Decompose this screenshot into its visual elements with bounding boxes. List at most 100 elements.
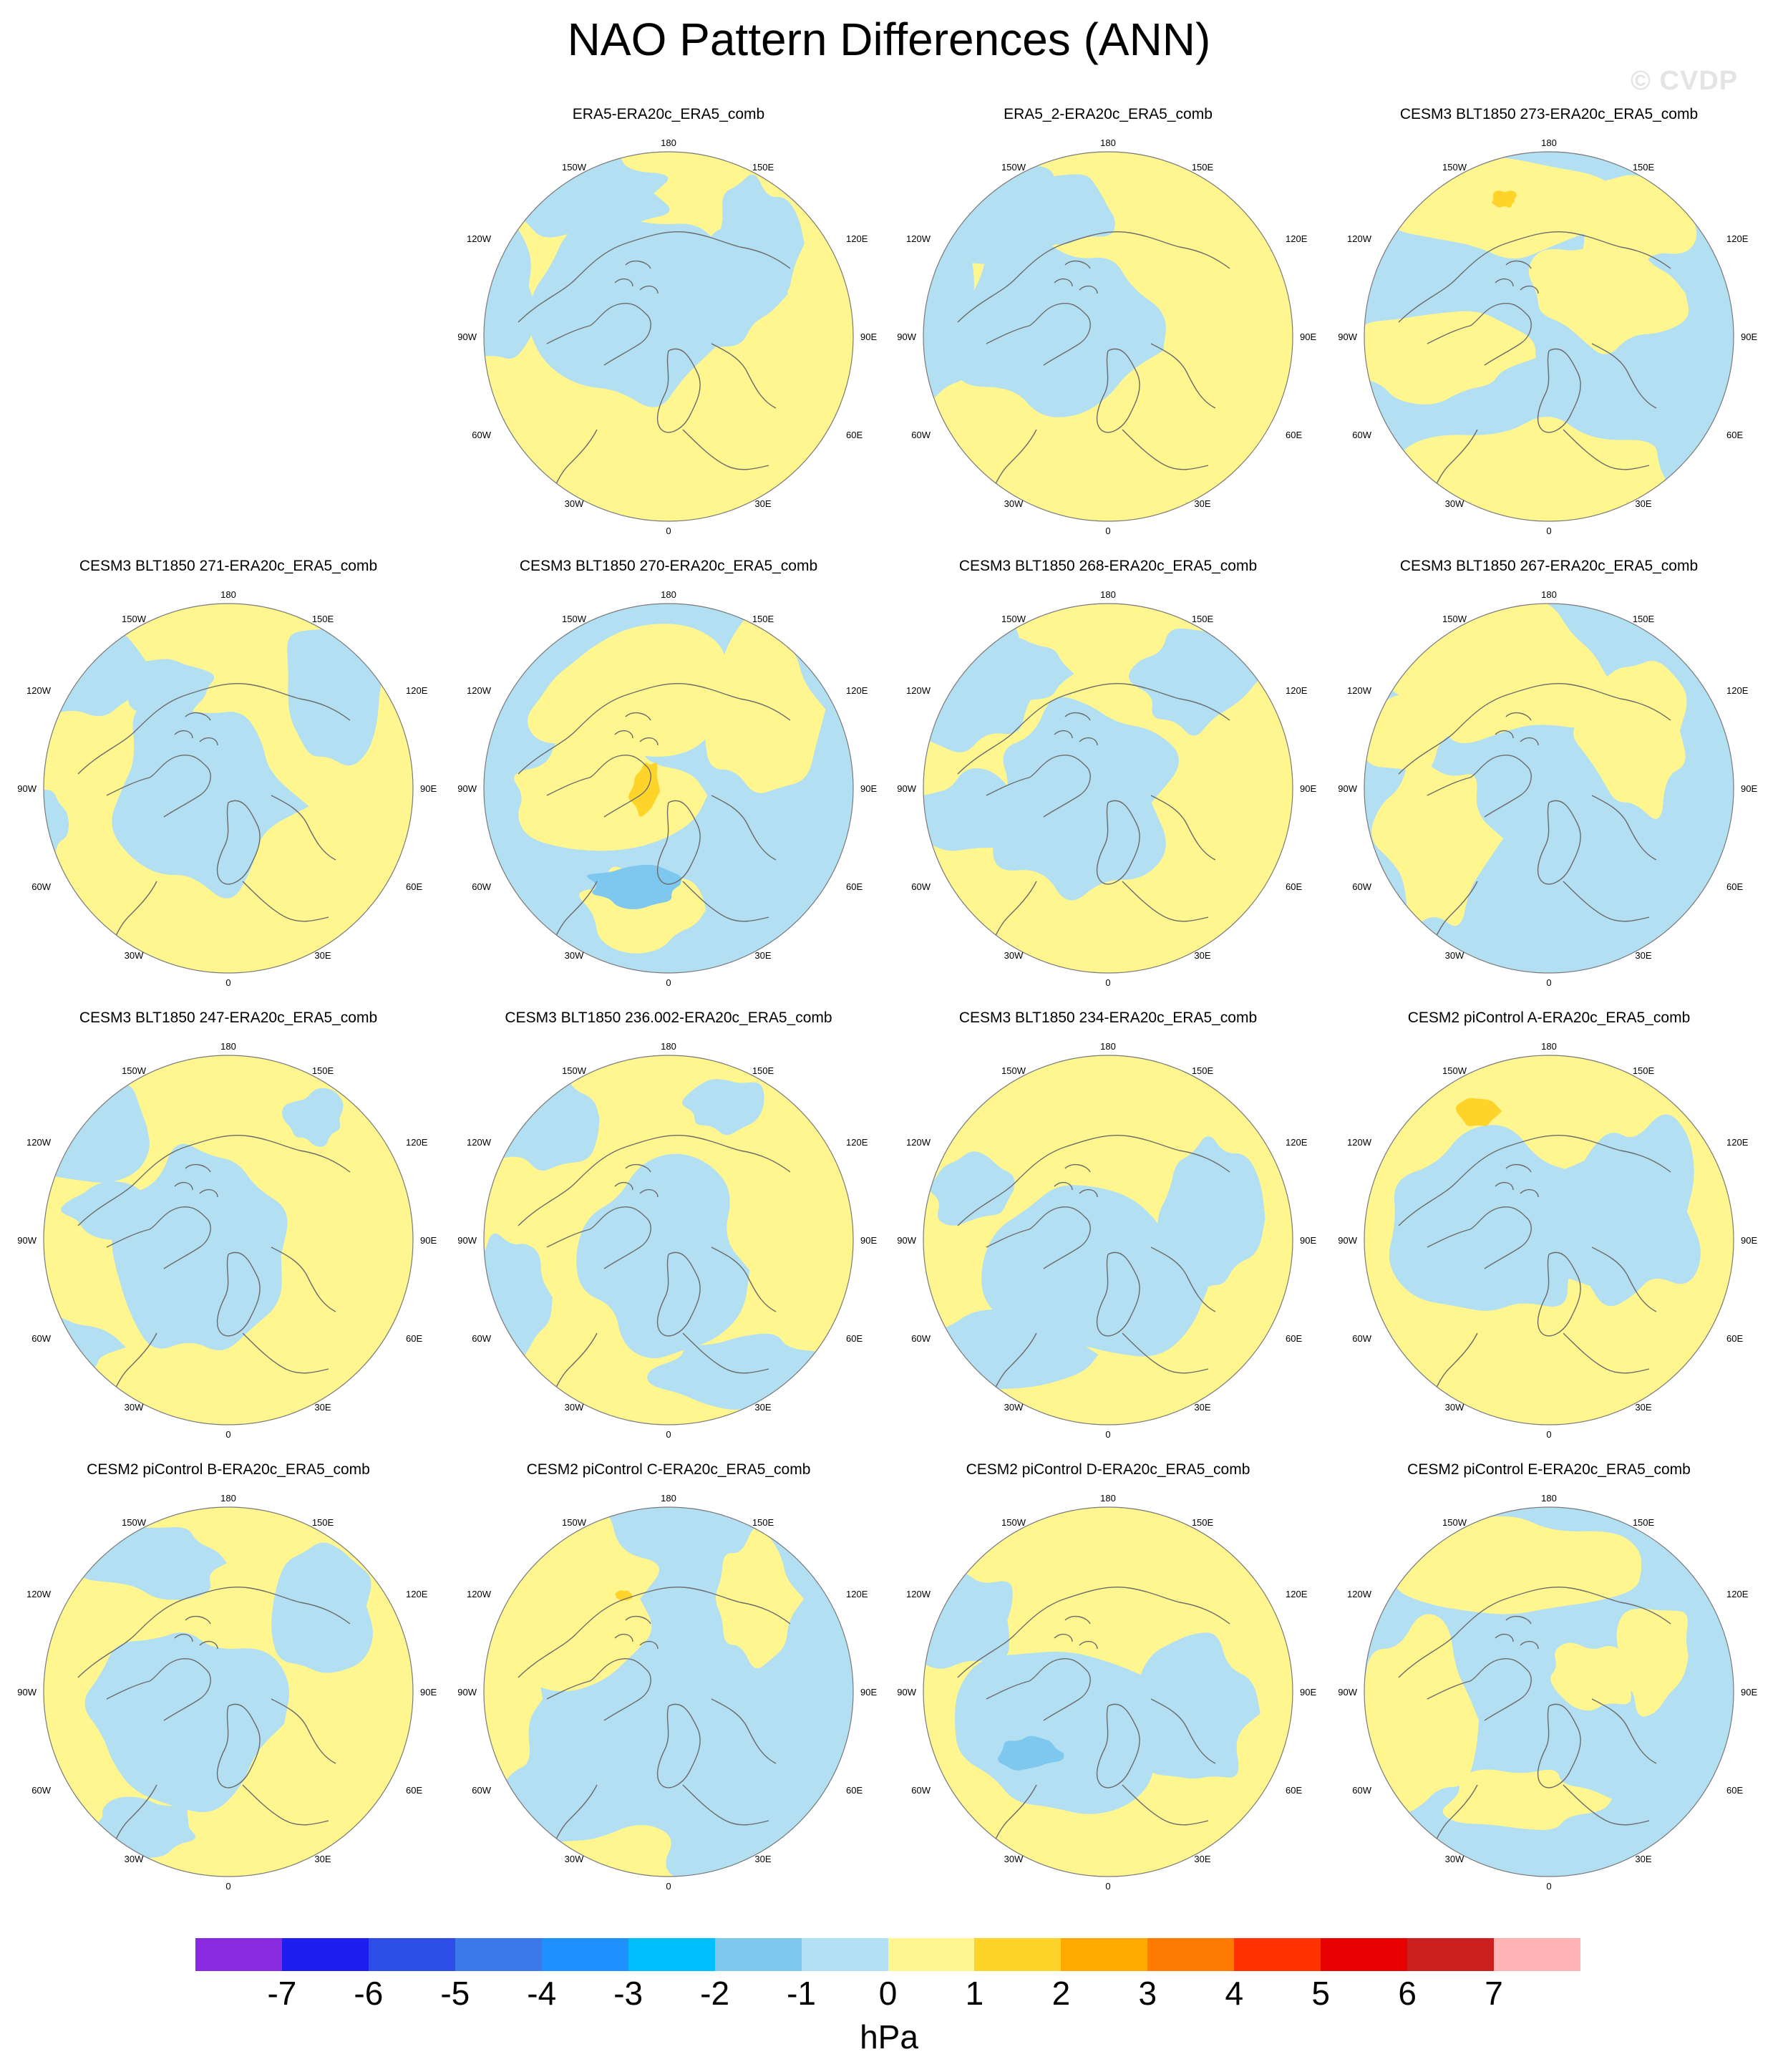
contour-region: [484, 1627, 543, 1788]
panel-title: CESM3 BLT1850 267-ERA20c_ERA5_comb: [1399, 558, 1699, 574]
polar-map: 180 0 150W 150E 120W 120E 90W 90E 60W 60E 30W 30E: [1338, 589, 1757, 988]
longitude-label: 120W: [1347, 685, 1372, 696]
polar-map: 180 0 150W 150E 120W 120E 90W 90E 60W 60E 30W 30E: [897, 589, 1316, 988]
longitude-label: 120E: [846, 1137, 868, 1148]
longitude-label: 150W: [122, 1065, 147, 1076]
longitude-label: 30E: [1194, 498, 1210, 509]
contour-region: [1573, 661, 1687, 819]
contour-field: [44, 604, 413, 973]
panel-title: ERA5-ERA20c_ERA5_comb: [572, 106, 765, 122]
contour-region: [628, 762, 661, 817]
longitude-label: 180: [661, 137, 676, 148]
longitude-label: 90W: [457, 331, 477, 342]
coastlines: [1398, 682, 1671, 950]
contour-field: [484, 1507, 853, 1877]
longitude-label: 180: [220, 1041, 236, 1052]
panel-title: CESM2 piControl D-ERA20c_ERA5_comb: [966, 1461, 1250, 1478]
contour-region: [1364, 1614, 1480, 1816]
longitude-label: 30W: [1004, 950, 1024, 961]
contour-region: [953, 236, 1166, 417]
longitude-label: 30E: [314, 1402, 331, 1413]
contour-region: [1157, 1136, 1266, 1300]
colorbar: [195, 1938, 1580, 1971]
polar-map: 180 0 150W 150E 120W 120E 90W 90E 60W 60E 30W 30E: [17, 1041, 437, 1440]
longitude-label: 120W: [467, 685, 492, 696]
contour-region: [1133, 1632, 1260, 1779]
longitude-label: 0: [1546, 977, 1551, 988]
longitude-label: 30W: [565, 950, 584, 961]
contour-region: [1378, 604, 1619, 744]
longitude-label: 150E: [1192, 162, 1214, 173]
panel-title: ERA5_2-ERA20c_ERA5_comb: [1004, 106, 1213, 122]
longitude-label: 60E: [1286, 881, 1302, 892]
contour-region: [954, 1651, 1178, 1814]
longitude-label: 150W: [1442, 1065, 1467, 1076]
longitude-label: 180: [220, 589, 236, 600]
longitude-label: 150E: [312, 1065, 334, 1076]
contour-region: [930, 1151, 1015, 1226]
longitude-label: 30E: [1635, 1854, 1651, 1864]
polar-map: 180 0 150W 150E 120W 120E 90W 90E 60W 60E 30W 30E: [1338, 1493, 1757, 1892]
longitude-label: 150E: [1633, 162, 1655, 173]
contour-field: [923, 1507, 1293, 1877]
colorbar-tick-label: 5: [1311, 1975, 1330, 2012]
colorbar-tick-label: -6: [354, 1975, 384, 2012]
longitude-label: 120E: [1286, 1589, 1308, 1599]
longitude-label: 90E: [860, 1687, 877, 1698]
longitude-label: 150W: [1001, 1065, 1026, 1076]
longitude-label: 0: [225, 1881, 230, 1892]
longitude-label: 0: [666, 1429, 671, 1440]
panel-title: CESM3 BLT1850 247-ERA20c_ERA5_comb: [79, 1010, 378, 1026]
longitude-label: 90W: [897, 1235, 916, 1246]
longitude-label: 60W: [911, 881, 931, 892]
contour-field: [484, 152, 853, 521]
colorbar-swatch: [801, 1938, 888, 1971]
contour-region: [112, 705, 309, 899]
contour-region: [1371, 757, 1504, 926]
map-border: [1364, 1055, 1734, 1425]
polar-map: 180 0 150W 150E 120W 120E 90W 90E 60W 60E 30W 30E: [897, 1041, 1316, 1440]
longitude-label: 30E: [754, 950, 771, 961]
colorbar-swatch: [974, 1938, 1062, 1971]
longitude-label: 30W: [1004, 498, 1024, 509]
longitude-label: 0: [666, 1881, 671, 1892]
map-border: [43, 1506, 414, 1877]
longitude-label: 0: [1105, 977, 1110, 988]
longitude-label: 150E: [1633, 1065, 1655, 1076]
coastlines: [957, 231, 1230, 498]
polar-map: 180 0 150W 150E 120W 120E 90W 90E 60W 60E 30W 30E: [897, 137, 1316, 536]
colorbar-tick-label: 7: [1485, 1975, 1503, 2012]
panel-title: CESM3 BLT1850 236.002-ERA20c_ERA5_comb: [505, 1010, 832, 1026]
longitude-label: 60E: [406, 881, 422, 892]
longitude-label: 150E: [1633, 614, 1655, 624]
longitude-label: 120W: [906, 685, 931, 696]
longitude-label: 0: [666, 526, 671, 536]
polar-map: 180 0 150W 150E 120W 120E 90W 90E 60W 60E 30W 30E: [457, 1493, 877, 1892]
panel-title: CESM2 piControl E-ERA20c_ERA5_comb: [1407, 1461, 1691, 1478]
panel-title: CESM3 BLT1850 234-ERA20c_ERA5_comb: [958, 1010, 1258, 1026]
contour-region: [1507, 1158, 1629, 1286]
longitude-label: 60E: [1726, 1785, 1743, 1796]
colorbar-swatch: [368, 1938, 455, 1971]
longitude-label: 90W: [457, 1235, 477, 1246]
coastlines: [1398, 231, 1671, 498]
longitude-label: 150W: [1001, 162, 1026, 173]
longitude-label: 60E: [1286, 1333, 1302, 1344]
longitude-label: 180: [1100, 589, 1116, 600]
longitude-label: 90W: [17, 1687, 37, 1698]
contour-field: [1364, 1507, 1734, 1877]
panel-title: CESM2 piControl B-ERA20c_ERA5_comb: [87, 1461, 370, 1478]
longitude-label: 150W: [562, 614, 587, 624]
longitude-label: 120E: [846, 685, 868, 696]
longitude-label: 60E: [1726, 1333, 1743, 1344]
longitude-label: 0: [1105, 526, 1110, 536]
longitude-label: 120E: [1726, 1137, 1749, 1148]
longitude-label: 30W: [125, 950, 144, 961]
longitude-label: 150W: [122, 614, 147, 624]
longitude-label: 30W: [565, 1854, 584, 1864]
longitude-label: 60W: [1352, 1333, 1371, 1344]
longitude-label: 60E: [406, 1785, 422, 1796]
polar-map: 180 0 150W 150E 120W 120E 90W 90E 60W 60E 30W 30E: [1338, 137, 1757, 536]
longitude-label: 120E: [1726, 233, 1749, 244]
colorbar-units-label: hPa: [860, 2018, 918, 2056]
